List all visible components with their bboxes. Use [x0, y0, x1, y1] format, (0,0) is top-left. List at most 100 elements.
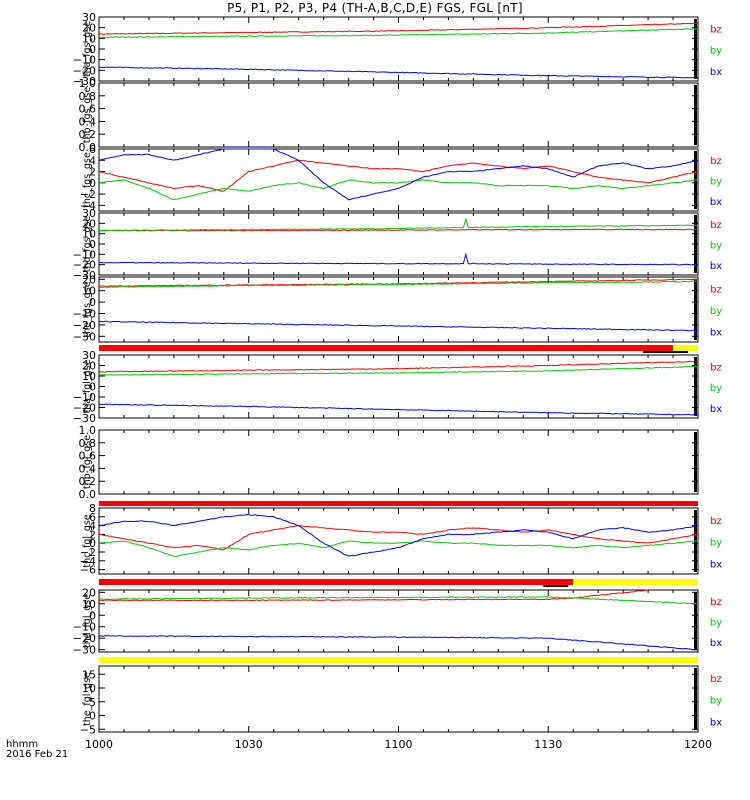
panel-frame: [98, 507, 699, 575]
y-tick-label: −10: [73, 307, 96, 320]
y-tick-label: 0.0: [79, 141, 97, 154]
series-line-bx: [98, 320, 699, 332]
y-tick-label: 4: [89, 520, 96, 533]
data-edge-strip: [694, 592, 697, 650]
legend-bx: bx: [710, 638, 722, 649]
y-tick-label: 10: [82, 285, 96, 298]
y-tick-label: 0: [89, 537, 96, 550]
data-edge-strip: [694, 668, 697, 730]
panel-frame: [98, 82, 699, 148]
legend-bx: bx: [710, 261, 722, 272]
y-tick-label: 0.2: [79, 128, 97, 141]
y-tick-label: 0: [89, 238, 96, 251]
y-tick-label: −4: [80, 199, 96, 212]
series-line-by: [98, 28, 699, 38]
y-tick-label: −20: [73, 632, 96, 645]
legend-by: by: [710, 696, 722, 707]
series-line-bx: [98, 252, 699, 266]
status-bar-segment: [99, 657, 698, 663]
legend-by: by: [710, 46, 722, 57]
series-line-bx: [98, 635, 699, 651]
y-tick-label: 30: [82, 207, 96, 220]
series-line-bz: [98, 524, 699, 551]
status-bar-segment: [673, 345, 698, 351]
data-edge-strip: [694, 357, 697, 416]
y-tick-label: 10: [82, 598, 96, 611]
y-tick-label: 0: [89, 177, 96, 190]
status-bar-segment: [573, 579, 698, 585]
panel-y-label: thd_fgl_gse: [82, 594, 93, 648]
y-tick-label: 10: [82, 682, 96, 695]
series-line-bx: [99, 66, 698, 79]
x-tick-label: 1130: [534, 738, 562, 751]
series-line-by: [98, 540, 699, 557]
data-edge-strip: [694, 215, 697, 273]
y-tick-label: 0: [89, 381, 96, 394]
y-tick-label: 15: [82, 668, 96, 681]
legend-bz: bz: [710, 285, 722, 296]
y-tick-label: −20: [73, 259, 96, 272]
y-tick-label: −30: [73, 75, 96, 88]
y-tick-label: 10: [82, 228, 96, 241]
y-tick-label: −10: [73, 391, 96, 404]
series-line-bx: [98, 148, 699, 201]
series-line-by: [98, 217, 698, 232]
legend-bz: bz: [710, 516, 722, 527]
y-tick-label: 0.8: [79, 90, 97, 103]
x-tick-label: 1000: [85, 738, 113, 751]
series-line-by: [98, 280, 699, 289]
y-tick-label: 0.4: [79, 115, 97, 128]
y-tick-label: −10: [73, 621, 96, 634]
panel-y-label: thb_fgs_gse: [82, 87, 93, 144]
y-tick-label: 6: [89, 511, 96, 524]
panel-frame: [98, 148, 699, 212]
legend-bz: bz: [710, 156, 722, 167]
series-line-bx: [98, 403, 699, 416]
panel-y-label: tha_fgl_gse: [82, 359, 93, 413]
y-tick-label: 0.6: [79, 450, 97, 463]
panel-y-label: thc_fgl_gse: [82, 514, 93, 567]
panel-frame: [98, 276, 699, 343]
x-tick-label: 1100: [385, 738, 413, 751]
y-tick-label: 0.2: [79, 475, 97, 488]
legend-bx: bx: [710, 717, 722, 728]
series-line-bz: [98, 589, 649, 602]
status-bar-marker: [643, 351, 689, 353]
y-tick-label: 1.0: [79, 424, 97, 437]
y-tick-label: 20: [82, 217, 96, 230]
legend-bz: bz: [710, 362, 722, 373]
y-tick-label: 4: [89, 154, 96, 167]
panel-y-label: thb_fgl_gse: [82, 435, 93, 489]
y-tick-label: −30: [73, 269, 96, 282]
y-tick-label: 20: [82, 360, 96, 373]
y-tick-label: −30: [73, 412, 96, 425]
y-tick-label: 0: [89, 43, 96, 56]
series-line-bz: [98, 22, 698, 35]
y-tick-label: 20: [82, 22, 96, 35]
y-tick-label: −4: [80, 555, 96, 568]
y-tick-label: 10: [82, 32, 96, 45]
y-tick-label: 0: [89, 609, 96, 622]
y-tick-label: 6: [89, 143, 96, 156]
y-tick-label: −20: [73, 319, 96, 332]
legend-bz: bz: [710, 597, 722, 608]
y-tick-label: −30: [73, 330, 96, 343]
data-edge-strip: [694, 279, 697, 340]
y-tick-label: 0.8: [79, 437, 97, 450]
status-bar-marker: [543, 585, 569, 587]
x-tick-label: 1030: [235, 738, 263, 751]
status-bar-segment: [99, 345, 674, 351]
y-tick-label: 0.4: [79, 462, 97, 475]
y-tick-label: 30: [82, 11, 96, 24]
series-line-bx: [98, 513, 699, 557]
y-tick-label: −20: [73, 402, 96, 415]
panel-frame: [98, 212, 699, 276]
legend-bx: bx: [710, 67, 722, 78]
y-tick-label: 0: [89, 710, 96, 723]
y-tick-label: 1.0: [79, 77, 97, 90]
y-tick-label: 2: [89, 528, 96, 541]
legend-bz: bz: [710, 220, 722, 231]
x-tick-label: 1200: [684, 738, 712, 751]
legend-bx: bx: [710, 197, 722, 208]
y-tick-label: 20: [82, 586, 96, 599]
